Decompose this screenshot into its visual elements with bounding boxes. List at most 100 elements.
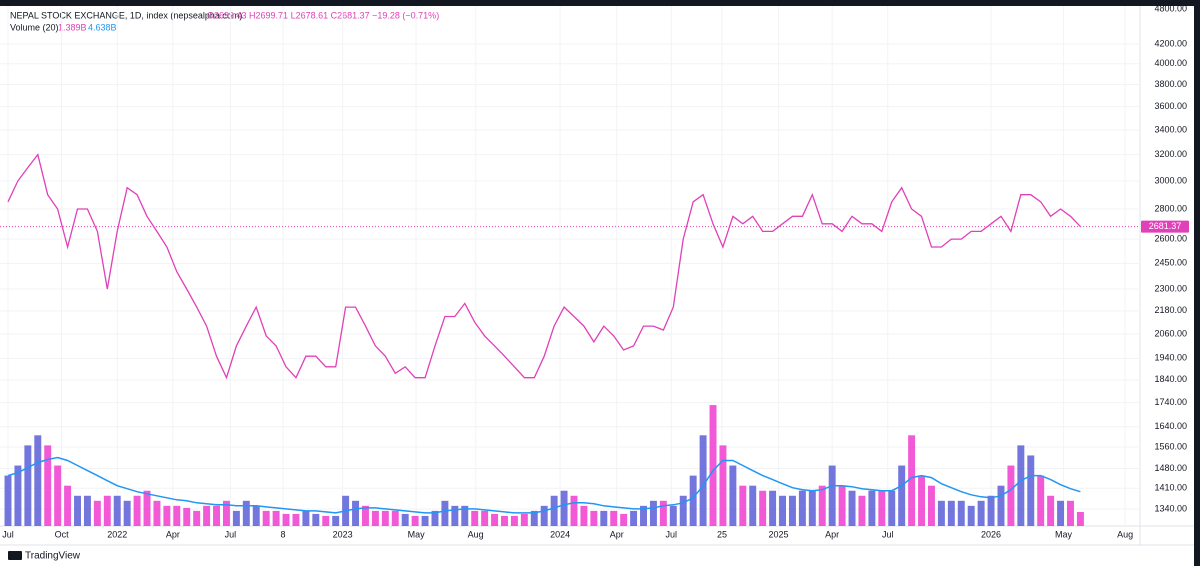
volume-ma-value: 4.638B — [88, 22, 117, 32]
volume-bar — [600, 510, 608, 526]
last-price-label: 2681.37 — [1149, 221, 1182, 231]
volume-bar — [947, 500, 955, 526]
volume-bar — [113, 495, 121, 526]
volume-bar — [749, 485, 757, 526]
y-tick-label: 3200.00 — [1154, 149, 1187, 159]
volume-bar — [44, 445, 52, 526]
volume-bar — [977, 500, 985, 526]
y-tick-label: 3600.00 — [1154, 101, 1187, 111]
volume-bar — [838, 485, 846, 526]
volume-bar — [103, 495, 111, 526]
volume-bar — [332, 515, 340, 526]
y-tick-label: 4200.00 — [1154, 38, 1187, 48]
volume-bar — [93, 500, 101, 526]
volume-bar — [252, 505, 260, 526]
y-tick-label: 1410.00 — [1154, 483, 1187, 493]
volume-bar — [560, 490, 568, 526]
volume-ma-line — [7, 456, 1081, 514]
volume-bar — [818, 485, 826, 526]
volume-bar — [540, 505, 548, 526]
volume-bar — [957, 500, 965, 526]
volume-bar — [908, 435, 916, 526]
x-tick-label: 2024 — [550, 529, 570, 539]
y-tick-label: 1560.00 — [1154, 441, 1187, 451]
x-tick-label: Oct — [55, 529, 70, 539]
volume-bar — [699, 435, 707, 526]
volume-bar — [798, 490, 806, 526]
volume-bar — [461, 505, 469, 526]
volume-bar — [679, 495, 687, 526]
brand: TradingView — [25, 551, 81, 562]
volume-bar — [759, 490, 767, 526]
volume-bar — [659, 500, 667, 526]
volume-bar — [510, 515, 518, 526]
volume-value: 1.389B — [58, 22, 87, 32]
volume-bar — [530, 510, 538, 526]
volume-legend: Volume (20) — [10, 22, 59, 32]
volume-bar — [371, 510, 379, 526]
volume-bar — [1067, 500, 1074, 526]
volume-bar — [302, 510, 310, 526]
volume-bar — [133, 495, 141, 526]
y-tick-label: 4000.00 — [1154, 58, 1187, 68]
volume-bar — [570, 495, 578, 526]
volume-bar — [848, 490, 856, 526]
chart-background — [0, 6, 1194, 566]
volume-bar — [123, 500, 131, 526]
volume-bar — [987, 495, 995, 526]
x-tick-label: Jul — [882, 529, 894, 539]
volume-bar — [1057, 500, 1065, 526]
volume-bar — [898, 465, 906, 526]
volume-bar — [520, 513, 528, 526]
volume-bar — [24, 445, 32, 526]
volume-bar — [878, 490, 886, 526]
ohlc-legend: O2699.43 H2699.71 L2678.61 C2681.37 −19.… — [207, 10, 439, 20]
y-tick-label: 2180.00 — [1154, 305, 1187, 315]
x-tick-label: Jul — [2, 529, 14, 539]
x-tick-label: 2023 — [333, 529, 353, 539]
y-tick-label: 2800.00 — [1154, 203, 1187, 213]
x-tick-label: May — [408, 529, 426, 539]
volume-bar — [491, 513, 499, 526]
volume-bar — [64, 485, 72, 526]
volume-bar — [431, 510, 439, 526]
volume-bar — [411, 515, 419, 526]
y-tick-label: 2450.00 — [1154, 258, 1187, 268]
volume-bar — [620, 513, 628, 526]
volume-bar — [222, 500, 230, 526]
volume-bar — [868, 490, 876, 526]
volume-bar — [927, 485, 935, 526]
volume-bar — [739, 485, 747, 526]
volume-bar — [153, 500, 161, 526]
volume-bar — [183, 507, 191, 526]
volume-bar — [779, 495, 787, 526]
volume-bar — [1047, 495, 1055, 526]
volume-bar — [322, 515, 330, 526]
volume-bar — [381, 510, 389, 526]
y-tick-label: 3400.00 — [1154, 124, 1187, 134]
volume-bar — [471, 510, 479, 526]
volume-bar — [361, 505, 369, 526]
volume-bar — [213, 505, 221, 526]
brand-logo — [8, 551, 22, 560]
volume-bar — [669, 505, 677, 526]
volume-bar — [14, 465, 22, 526]
volume-bar — [34, 435, 42, 526]
volume-bar — [83, 495, 91, 526]
x-tick-label: Aug — [1117, 529, 1133, 539]
volume-bar — [1017, 445, 1025, 526]
volume-bar — [312, 513, 320, 526]
x-tick-label: Apr — [825, 529, 839, 539]
volume-bar — [193, 510, 201, 526]
volume-bar — [272, 510, 280, 526]
volume-bar — [262, 510, 270, 526]
y-tick-label: 4800.00 — [1154, 3, 1187, 13]
x-tick-label: 25 — [717, 529, 727, 539]
y-tick-label: 1640.00 — [1154, 421, 1187, 431]
x-tick-label: Jul — [225, 529, 237, 539]
y-tick-label: 2300.00 — [1154, 283, 1187, 293]
volume-bar — [352, 500, 360, 526]
x-tick-label: 2022 — [107, 529, 127, 539]
volume-bar — [1027, 455, 1035, 526]
